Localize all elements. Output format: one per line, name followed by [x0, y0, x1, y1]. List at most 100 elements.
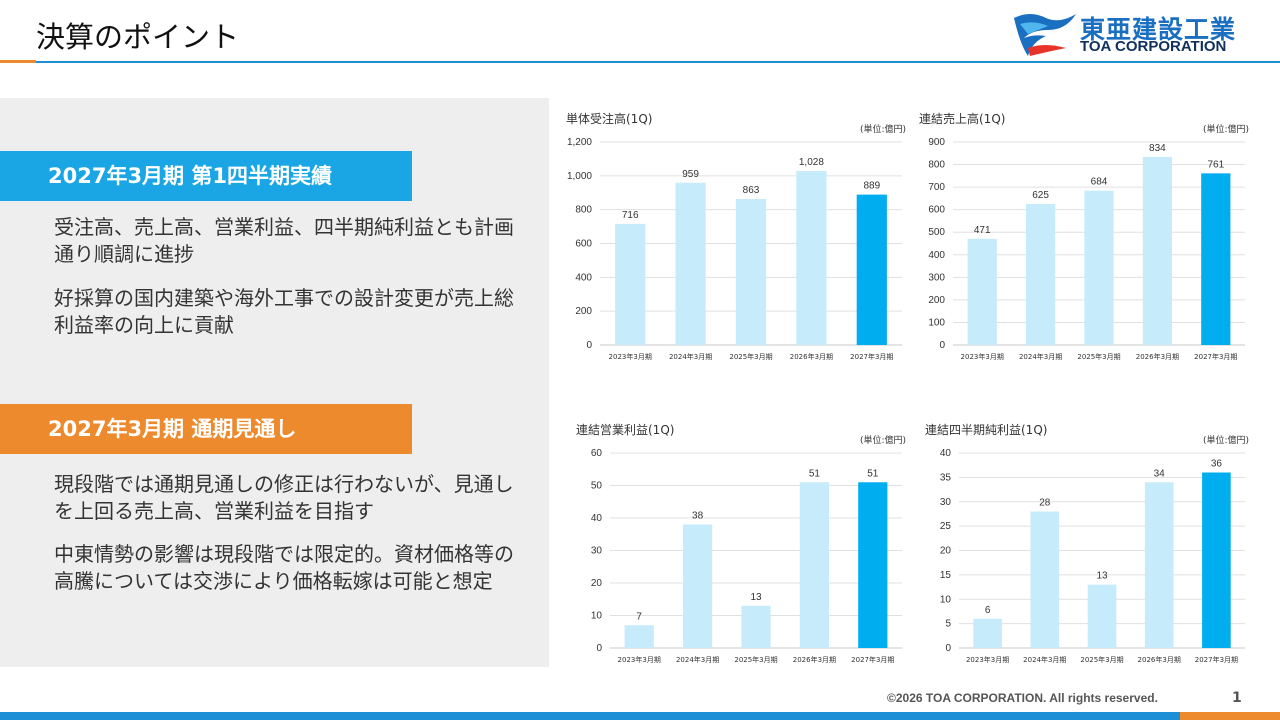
bar [799, 482, 829, 648]
q1-point-2: 好採算の国内建築や海外工事での設計変更が売上総利益率の向上に貢献 [54, 286, 514, 337]
chart-orders-received: 単体受注高(1Q) (単位:億円) 0 200 400 600 800 1,000 1,20… [566, 110, 906, 370]
section-header-q1-results: 2027年3月期 第1四半期実績 [0, 151, 412, 201]
page-number: 1 [1232, 690, 1242, 706]
data-label: 684 [1091, 177, 1108, 188]
y-tick-label: 900 [928, 137, 945, 148]
title-rule [36, 61, 1280, 63]
y-tick-label: 200 [928, 295, 945, 306]
outlook-point-2: 中東情勢の影響は現段階では限定的。資材価格等の高騰については交渉により価格転嫁は… [54, 542, 514, 593]
chart-title: 単体受注高(1Q) [566, 112, 653, 126]
bar [1084, 190, 1114, 345]
y-tick-label: 500 [928, 227, 945, 238]
data-label: 28 [1039, 498, 1051, 509]
data-label: 834 [1149, 143, 1166, 154]
bar [624, 625, 654, 648]
x-tick-label: 2025年3月期 [1077, 352, 1120, 361]
y-tick-label: 800 [575, 205, 592, 216]
y-tick-label: 400 [575, 272, 592, 283]
x-tick-label: 2023年3月期 [618, 655, 661, 664]
bar [683, 524, 713, 648]
bar [735, 199, 767, 345]
y-tick-label: 700 [928, 182, 945, 193]
x-tick-label: 2025年3月期 [1080, 655, 1123, 664]
data-label: 34 [1154, 468, 1166, 479]
y-tick-label: 800 [928, 160, 945, 171]
x-tick-label: 2027年3月期 [1195, 655, 1238, 664]
y-tick-label: 0 [945, 643, 951, 654]
x-tick-label: 2024年3月期 [1023, 655, 1066, 664]
logo-name-en: TOA CORPORATION [1080, 38, 1227, 55]
copyright: ©2026 TOA CORPORATION. All rights reserv… [887, 691, 1158, 705]
bar [858, 482, 888, 648]
x-tick-label: 2024年3月期 [669, 352, 712, 361]
bar [1201, 173, 1231, 345]
chart-title: 連結営業利益(1Q) [576, 423, 675, 437]
y-tick-label: 10 [591, 611, 603, 622]
y-tick-label: 600 [575, 239, 592, 250]
chart-title: 連結四半期純利益(1Q) [925, 423, 1048, 437]
y-tick-label: 0 [939, 340, 945, 351]
data-label: 51 [867, 468, 879, 479]
x-tick-label: 2024年3月期 [1019, 352, 1062, 361]
x-tick-label: 2026年3月期 [790, 352, 833, 361]
chart-net-income: 連結四半期純利益(1Q) (単位:億円) 0 5 10 15 20 25 30 35 40 6 20… [925, 421, 1249, 673]
chart-title: 連結売上高(1Q) [919, 112, 1006, 126]
data-label: 13 [750, 592, 762, 603]
y-tick-label: 30 [591, 546, 603, 557]
x-tick-label: 2027年3月期 [850, 352, 893, 361]
chart-plot: 0 100 200 300 400 500 600 700 800 900 471 2023年3月期 6… [928, 137, 1245, 361]
bar [741, 605, 771, 648]
data-label: 1,028 [799, 157, 824, 168]
y-tick-label: 400 [928, 250, 945, 261]
x-tick-label: 2024年3月期 [676, 655, 719, 664]
bar [1202, 472, 1231, 648]
data-label: 13 [1096, 571, 1108, 582]
bar [675, 182, 706, 345]
y-tick-label: 100 [928, 317, 945, 328]
data-label: 471 [974, 225, 991, 236]
chart-unit: (単位:億円) [1202, 436, 1249, 446]
y-tick-label: 15 [940, 570, 952, 581]
x-tick-label: 2023年3月期 [966, 655, 1009, 664]
data-label: 959 [682, 169, 699, 180]
data-label: 625 [1032, 190, 1049, 201]
chart-consolidated-sales: 連結売上高(1Q) (単位:億円) 0 100 200 300 400 500 600 700… [919, 110, 1249, 370]
chart-plot: 0 10 20 30 40 50 60 7 2023年3月期 38 2024年3月期 13 2025年3… [591, 448, 902, 664]
y-tick-label: 200 [575, 306, 592, 317]
y-tick-label: 20 [940, 546, 952, 557]
x-tick-label: 2027年3月期 [851, 655, 894, 664]
footer-bar-accent [1180, 712, 1280, 720]
bar [856, 194, 887, 345]
x-tick-label: 2023年3月期 [609, 352, 652, 361]
data-label: 51 [809, 468, 821, 479]
x-tick-label: 2026年3月期 [1138, 655, 1181, 664]
x-tick-label: 2026年3月期 [1136, 352, 1179, 361]
data-label: 863 [743, 185, 760, 196]
bar [1030, 511, 1060, 648]
company-logo: 東亜建設工業 TOA CORPORATION [1010, 8, 1250, 58]
x-tick-label: 2025年3月期 [729, 352, 772, 361]
bird-logo-icon [1014, 14, 1076, 56]
chart-operating-income: 連結営業利益(1Q) (単位:億円) 0 10 20 30 40 50 60 7 2023年3月… [576, 421, 906, 673]
bar [615, 223, 646, 345]
y-tick-label: 1,200 [567, 137, 592, 148]
chart-unit: (単位:億円) [859, 436, 906, 446]
q1-point-1: 受注高、売上高、営業利益、四半期純利益とも計画通り順調に進捗 [54, 215, 514, 266]
bar [967, 238, 997, 345]
x-tick-label: 2026年3月期 [793, 655, 836, 664]
y-tick-label: 20 [591, 578, 603, 589]
y-tick-label: 5 [945, 619, 951, 630]
y-tick-label: 35 [940, 472, 952, 483]
x-tick-label: 2025年3月期 [734, 655, 777, 664]
data-label: 889 [863, 181, 880, 192]
data-label: 38 [692, 511, 704, 522]
y-tick-label: 40 [591, 513, 603, 524]
bar [1142, 156, 1172, 345]
y-tick-label: 0 [586, 340, 592, 351]
bar [796, 171, 827, 345]
y-tick-label: 10 [940, 594, 952, 605]
y-tick-label: 30 [940, 497, 952, 508]
y-tick-label: 60 [591, 448, 603, 459]
y-tick-label: 40 [940, 448, 952, 459]
data-label: 7 [636, 611, 642, 622]
